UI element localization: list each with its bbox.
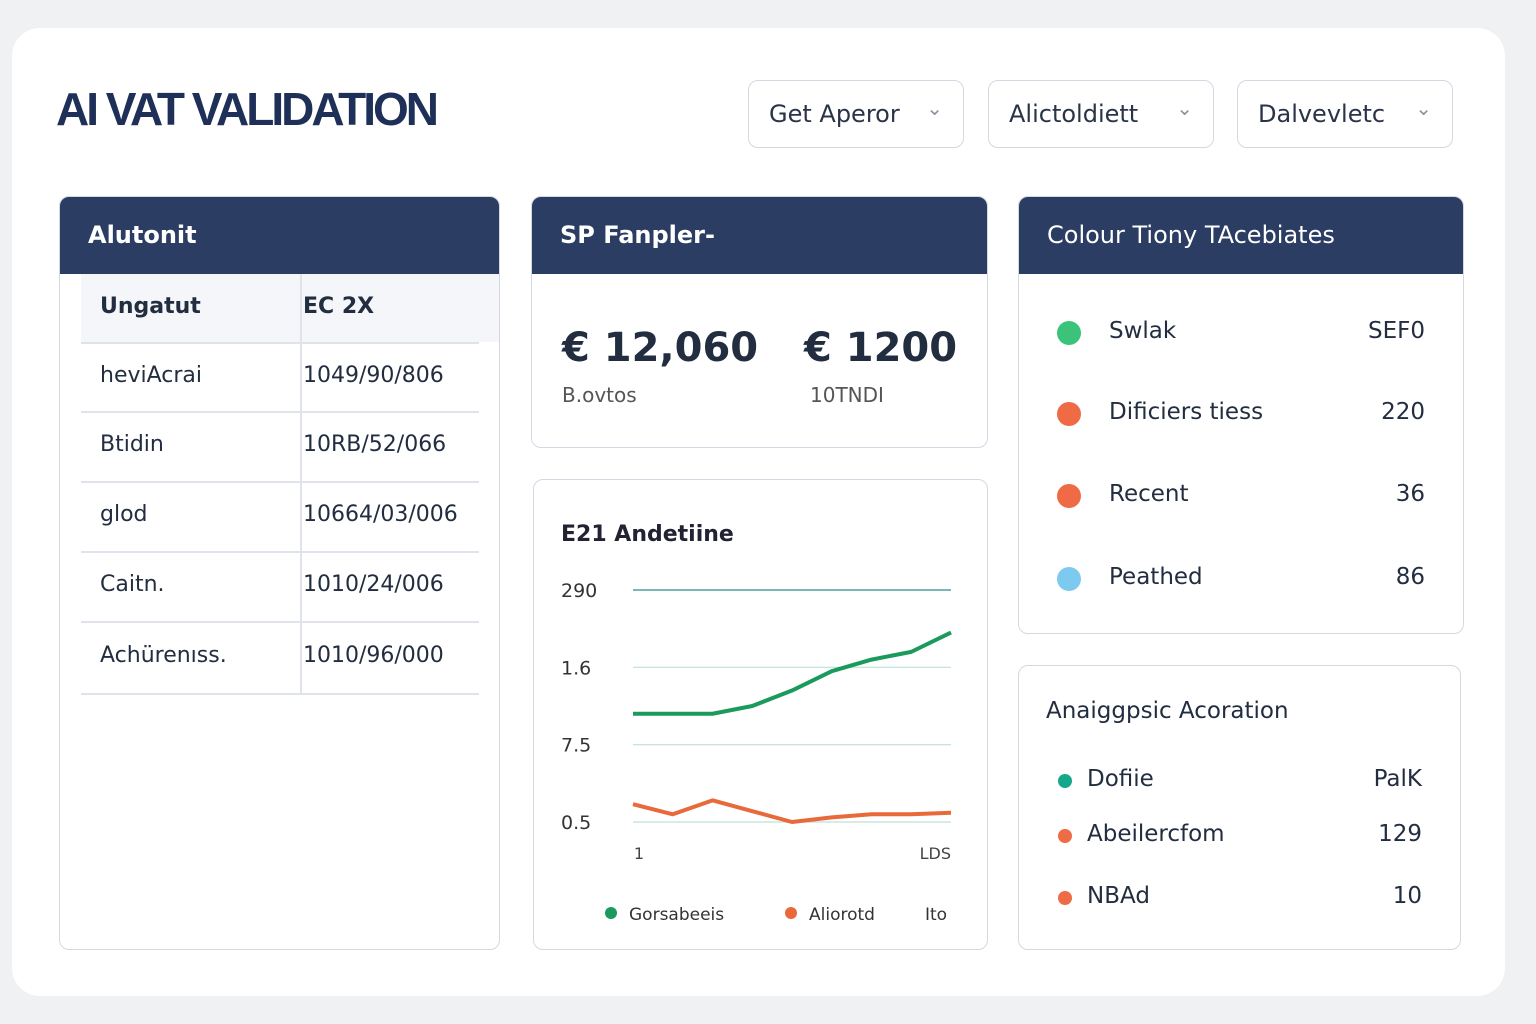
table-cell: 1010/96/000 xyxy=(303,643,444,668)
stat-label: B.ovtos xyxy=(562,383,637,407)
chart-title: E21 Andetiine xyxy=(561,522,734,547)
status-icon xyxy=(1057,402,1081,426)
legend-dot xyxy=(785,907,797,919)
table-cell: Btidin xyxy=(100,432,164,457)
status-icon xyxy=(1058,891,1072,905)
legend-dot xyxy=(605,907,617,919)
table-cell: 10664/03/006 xyxy=(303,502,458,527)
row-label: Abeilercfom xyxy=(1087,821,1225,847)
summary-panel: SP Fanpler- € 12,060 B.ovtos € 1200 10TN… xyxy=(531,196,988,448)
data-line xyxy=(633,630,952,716)
data-line xyxy=(632,798,952,824)
table-header-bg xyxy=(81,274,499,342)
status-icon xyxy=(1057,484,1081,508)
y-tick-label: 0.5 xyxy=(561,812,591,834)
row-value: 129 xyxy=(1378,821,1422,847)
x-tick-label: LDS xyxy=(920,844,951,863)
chart-panel xyxy=(533,479,988,950)
dropdown[interactable]: Alictoldiett xyxy=(988,75,1214,148)
row-divider xyxy=(81,481,479,483)
status-icon xyxy=(1058,829,1072,843)
app-title: AI VAT VALIDATION xyxy=(56,83,439,135)
panel-title: SP Fanpler- xyxy=(532,197,987,274)
panel-title: Anaiggpsic Acoration xyxy=(1046,698,1289,724)
y-tick-label: 290 xyxy=(561,580,597,602)
legend-label: Aliorotd xyxy=(809,905,875,925)
allocation-panel: Anaiggpsic Acoration Dofiie PalK Abeilercf… xyxy=(1018,665,1461,950)
row-divider xyxy=(81,342,479,344)
table-cell: heviAcrai xyxy=(100,362,203,388)
row-value: SEF0 xyxy=(1368,318,1425,344)
table-cell: Ungatut xyxy=(100,294,201,319)
y-tick-label: 7.5 xyxy=(561,735,591,757)
table-cell: glod xyxy=(100,502,148,527)
row-divider xyxy=(81,411,479,413)
panel-title: Colour Tiony TAcebiates xyxy=(1019,197,1463,274)
row-value: 86 xyxy=(1395,564,1425,590)
stat-value: € 12,060 xyxy=(562,325,759,371)
status-icon xyxy=(1057,321,1081,345)
row-label: Dofiie xyxy=(1087,766,1154,792)
row-value: PalK xyxy=(1373,766,1422,792)
row-label: Peathed xyxy=(1109,564,1203,590)
legend-label: Ito xyxy=(925,905,947,925)
row-divider xyxy=(81,693,479,695)
status-panel: Colour Tiony TAcebiates Swlak SEF0 Dificie… xyxy=(1018,196,1464,634)
status-icon xyxy=(1058,774,1072,788)
row-value: 220 xyxy=(1381,399,1425,425)
row-value: 10 xyxy=(1392,883,1422,909)
row-value: 36 xyxy=(1395,481,1425,507)
y-tick-label: 1.6 xyxy=(561,657,591,679)
table-panel: Alutonit Ungatut EC 2X heviAcrai 1049/90/80… xyxy=(59,196,500,950)
row-label: Dificiers tiess xyxy=(1109,399,1264,425)
table-cell: Achürenıss. xyxy=(100,643,227,668)
row-label: NBAd xyxy=(1087,883,1150,909)
stat-label: 10TNDI xyxy=(810,383,884,407)
row-label: Recent xyxy=(1109,481,1189,507)
chart: E21 Andetiine 290 1.6 7.5 0.5 1 LDS Gorsabeeis… xyxy=(561,522,952,925)
stat-value: € 1200 xyxy=(804,325,958,371)
dropdown[interactable]: Get Aperor xyxy=(748,75,964,148)
legend-label: Gorsabeeis xyxy=(629,905,724,925)
col-divider xyxy=(300,274,302,693)
table-cell: 1049/90/806 xyxy=(303,362,444,388)
row-label: Swlak xyxy=(1109,318,1177,344)
table-cell: Caitn. xyxy=(100,572,165,597)
table-cell: EC 2X xyxy=(303,294,375,319)
x-tick-label: 1 xyxy=(634,844,644,863)
table-cell: 10RB/52/066 xyxy=(303,432,447,457)
table-cell: 1010/24/006 xyxy=(303,572,444,597)
dropdown[interactable]: Dalvevletc xyxy=(1237,75,1453,148)
row-divider xyxy=(81,551,479,553)
status-icon xyxy=(1057,567,1081,591)
panel-title: Alutonit xyxy=(60,197,499,274)
row-divider xyxy=(81,621,479,623)
